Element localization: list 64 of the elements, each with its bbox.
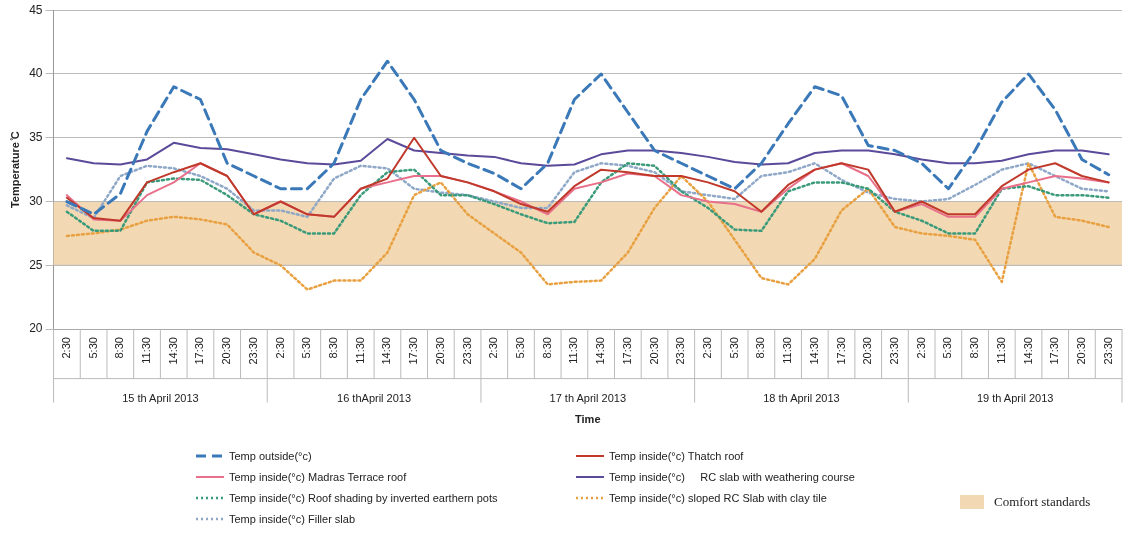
y-tick-label: 25 <box>29 257 43 272</box>
x-tick-label: 8:30 <box>968 337 981 359</box>
x-tick-label: 20:30 <box>647 337 660 365</box>
x-tick-label: 14:30 <box>166 337 179 365</box>
x-tick-label: 17:30 <box>834 337 847 365</box>
x-tick-label: 2:30 <box>914 337 927 359</box>
x-tick-label: 11:30 <box>994 337 1007 364</box>
x-tick-label: 20:30 <box>861 337 874 365</box>
x-tick-label: 17:30 <box>407 337 420 365</box>
y-tick-label: 40 <box>29 66 43 81</box>
text: 19 th April 2013 <box>976 392 1054 405</box>
x-tick-label: 5:30 <box>727 337 740 359</box>
y-tick-label: 45 <box>29 2 43 17</box>
x-tick-label: 20:30 <box>433 337 446 365</box>
x-tick-label: 23:30 <box>887 337 900 365</box>
x-tick-label: 17:30 <box>1048 337 1061 365</box>
legend-label: Temp inside(°c) Madras Terrace roof <box>229 471 407 483</box>
line-series <box>65 59 1111 216</box>
legend-label: Temp inside(°c) Roof shading by inverted earthern pots <box>229 492 498 504</box>
x-tick-label: 23:30 <box>674 337 687 365</box>
x-tick-label: 17:30 <box>193 337 206 365</box>
y-tick-label: 30 <box>29 193 43 208</box>
line-series <box>65 162 1110 291</box>
legend-label: Temp inside(°c) Filler slab <box>229 513 356 525</box>
x-tick-label: 2:30 <box>59 337 72 359</box>
x-tick-label: 23:30 <box>246 337 259 365</box>
x-tick-label: 2:30 <box>701 337 714 359</box>
x-tick-label: 14:30 <box>1021 337 1034 365</box>
text: 15 th April 2013 <box>122 392 199 405</box>
x-tick-label: 5:30 <box>514 337 527 359</box>
text: 16 thApril 2013 <box>337 392 412 405</box>
x-tick-label: 8:30 <box>113 337 126 359</box>
legend-label: Temp inside(°c) Thatch roof <box>609 450 744 462</box>
x-tick-label: 2:30 <box>273 337 286 359</box>
x-tick-label: 5:30 <box>941 337 954 359</box>
x-tick-label: 11:30 <box>353 337 366 364</box>
x-tick-label: 11:30 <box>140 337 153 364</box>
x-tick-label: 23:30 <box>1101 337 1114 365</box>
x-tick-label: 8:30 <box>540 337 553 359</box>
y-axis-title: Temperature ̊C <box>8 131 21 209</box>
x-tick-label: 14:30 <box>380 337 393 365</box>
text: 18 th April 2013 <box>763 392 840 405</box>
x-tick-label: 14:30 <box>807 337 820 365</box>
legend-label: Temp inside(°c) sloped RC Slab with clay tile <box>609 492 827 504</box>
x-tick-label: 17:30 <box>620 337 633 365</box>
x-tick-label: 2:30 <box>487 337 500 359</box>
legend-label: Comfort standards <box>994 494 1091 510</box>
x-tick-label: 5:30 <box>300 337 313 359</box>
x-tick-label: 8:30 <box>327 337 340 359</box>
x-tick-label: 11:30 <box>567 337 580 364</box>
x-tick-label: 20:30 <box>220 337 233 365</box>
x-tick-label: 14:30 <box>594 337 607 365</box>
x-tick-label: 8:30 <box>754 337 767 359</box>
text: 17 th April 2013 <box>549 392 626 405</box>
x-axis-title: Time <box>575 413 601 426</box>
x-tick-label: 11:30 <box>781 337 794 364</box>
x-tick-label: 5:30 <box>86 337 99 359</box>
line-series <box>65 162 1110 235</box>
x-tick-label: 23:30 <box>460 337 473 365</box>
x-tick-label: 20:30 <box>1074 337 1087 365</box>
y-tick-label: 35 <box>29 130 43 145</box>
legend-label: Temp outside(°c) <box>229 450 312 462</box>
y-tick-label: 20 <box>29 321 43 336</box>
legend-label: Temp inside(°c) RC slab with weathering course <box>609 471 855 483</box>
